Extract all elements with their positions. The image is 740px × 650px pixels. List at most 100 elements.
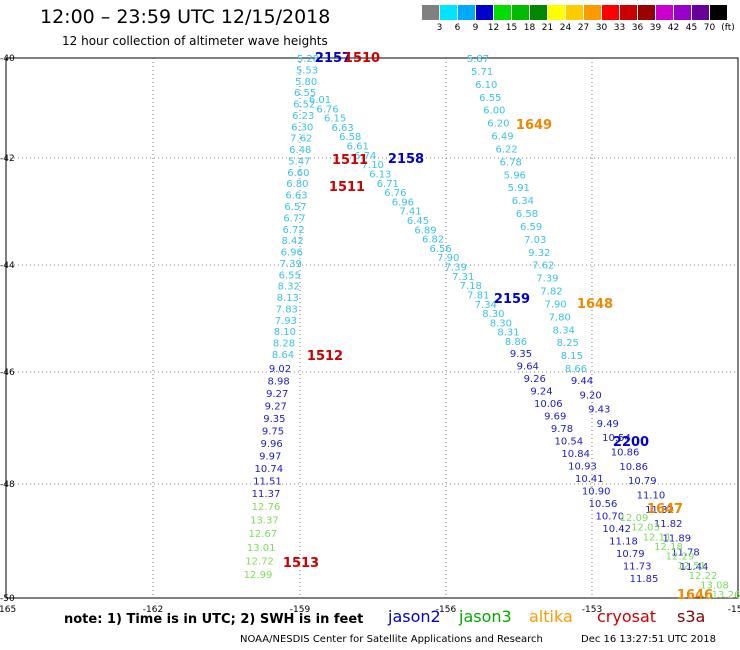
- wave-height-value: 10.79: [628, 476, 657, 487]
- wave-height-value: 6.96: [281, 248, 303, 259]
- wave-height-value: 13.01: [247, 543, 276, 554]
- x-tick-label: -165: [0, 605, 16, 615]
- pass-time-label: 2157: [315, 51, 351, 66]
- wave-height-value: 12.11: [643, 532, 672, 543]
- wave-height-value: 6.55: [479, 93, 501, 104]
- wave-height-value: 6.89: [414, 225, 436, 236]
- wave-height-value: 8.30: [490, 318, 512, 329]
- legend-swatch: [584, 5, 601, 20]
- wave-height-value: 10.93: [568, 462, 597, 473]
- wave-height-value: 6.76: [384, 188, 406, 199]
- x-tick-label: -156: [436, 605, 457, 615]
- wave-height-value: 7.90: [544, 299, 566, 310]
- legend-label: 42: [667, 23, 680, 33]
- legend-swatch: [458, 5, 475, 20]
- legend-label: 39: [649, 23, 662, 33]
- wave-height-value: 5.71: [471, 67, 493, 78]
- legend-swatch: [620, 5, 637, 20]
- wave-height-value: 9.64: [517, 362, 539, 373]
- wave-height-value: 6.23: [292, 111, 314, 122]
- pass-time-label: 1649: [516, 118, 552, 133]
- wave-height-value: 8.10: [274, 327, 296, 338]
- wave-height-value: 7.03: [524, 235, 546, 246]
- wave-height-value: 8.25: [557, 338, 579, 349]
- wave-height-value: 7.90: [437, 253, 459, 264]
- wave-height-value: 9.27: [265, 402, 287, 413]
- wave-height-value: 9.26: [524, 374, 546, 385]
- wave-height-value: 8.66: [565, 364, 587, 375]
- pass-time-label: 1511: [329, 180, 365, 195]
- wave-height-value: 12.72: [245, 556, 274, 567]
- x-tick-label: -159: [290, 605, 311, 615]
- legend-label: 21: [541, 23, 554, 33]
- wave-height-value: 12.67: [248, 529, 277, 540]
- map-frame: [5, 57, 739, 599]
- wave-height-value: 6.58: [516, 209, 538, 220]
- wave-height-value: 11.44: [680, 562, 709, 573]
- legend-label: 12: [487, 23, 500, 33]
- wave-height-value: 10.84: [561, 449, 590, 460]
- wave-height-value: 12.09: [620, 513, 649, 524]
- wave-height-value: 7.34: [475, 300, 497, 311]
- wave-height-value: 6.22: [495, 144, 517, 155]
- wave-height-value: 12.29: [666, 552, 695, 563]
- wave-height-value: 6.13: [369, 170, 391, 181]
- legend-label: 6: [454, 23, 461, 33]
- wave-height-value: 8.42: [281, 236, 303, 247]
- legend-label: 24: [559, 23, 572, 33]
- wave-height-value: 6.77: [283, 213, 305, 224]
- wave-height-value: 7.83: [276, 305, 298, 316]
- wave-height-value: 13.37: [250, 516, 279, 527]
- wave-height-value: 11.32: [645, 505, 674, 516]
- wave-height-value: 6.01: [309, 95, 331, 106]
- wave-height-value: 6.59: [520, 222, 542, 233]
- satellite-name: jason2: [388, 607, 441, 626]
- wave-height-value: 12.22: [689, 571, 718, 582]
- wave-height-value: 6.45: [407, 216, 429, 227]
- y-tick-label: -48: [0, 480, 15, 490]
- y-tick-label: -50: [0, 594, 15, 604]
- wave-height-value: 8.15: [561, 351, 583, 362]
- wave-height-value: 9.75: [262, 427, 284, 438]
- wave-height-value: 6.58: [339, 132, 361, 143]
- wave-height-value: 8.32: [278, 282, 300, 293]
- wave-height-value: 6.00: [483, 106, 505, 117]
- legend-swatch: [512, 5, 529, 20]
- legend-swatch: [602, 5, 619, 20]
- wave-height-value: 11.89: [662, 533, 691, 544]
- wave-height-value: 9.35: [510, 349, 532, 360]
- wave-height-value: 11.78: [671, 548, 700, 559]
- wave-height-value: 7.80: [549, 312, 571, 323]
- wave-height-value: 10.42: [602, 524, 631, 535]
- wave-height-value: 7.39: [536, 274, 558, 285]
- wave-height-value: 9.49: [597, 419, 619, 430]
- satellite-name: altika: [529, 607, 573, 626]
- pass-time-label: 1648: [577, 297, 613, 312]
- wave-height-value: 12.76: [252, 502, 281, 513]
- pass-time-label: 1512: [307, 349, 343, 364]
- wave-height-value: 6.52: [293, 100, 315, 111]
- wave-height-value: 6.34: [512, 196, 534, 207]
- wave-height-value: 5.28: [297, 54, 319, 65]
- wave-height-value: 6.49: [491, 132, 513, 143]
- wave-height-value: 8.31: [497, 328, 519, 339]
- legend-label: 30: [595, 23, 608, 33]
- x-tick-label: -162: [143, 605, 163, 615]
- wave-height-value: 10.74: [254, 464, 283, 475]
- wave-height-value: 11.51: [253, 477, 282, 488]
- wave-height-value: 11.18: [609, 537, 638, 548]
- pass-time-label: 2200: [613, 435, 649, 450]
- wave-height-value: 9.96: [260, 439, 282, 450]
- legend-label: 3: [436, 23, 443, 33]
- wave-height-value: 6.63: [285, 191, 307, 202]
- legend-swatch: [710, 5, 727, 20]
- y-tick-label: -42: [0, 154, 15, 164]
- wave-height-value: 7.31: [452, 272, 474, 283]
- wave-height-value: 10.86: [619, 462, 648, 473]
- wave-height-value: 11.85: [630, 574, 659, 585]
- wave-height-value: 6.15: [324, 114, 346, 125]
- wave-height-value: 9.20: [579, 390, 601, 401]
- wave-height-value: 7.93: [275, 316, 297, 327]
- legend-swatch: [440, 5, 457, 20]
- legend-label: 9: [472, 23, 479, 33]
